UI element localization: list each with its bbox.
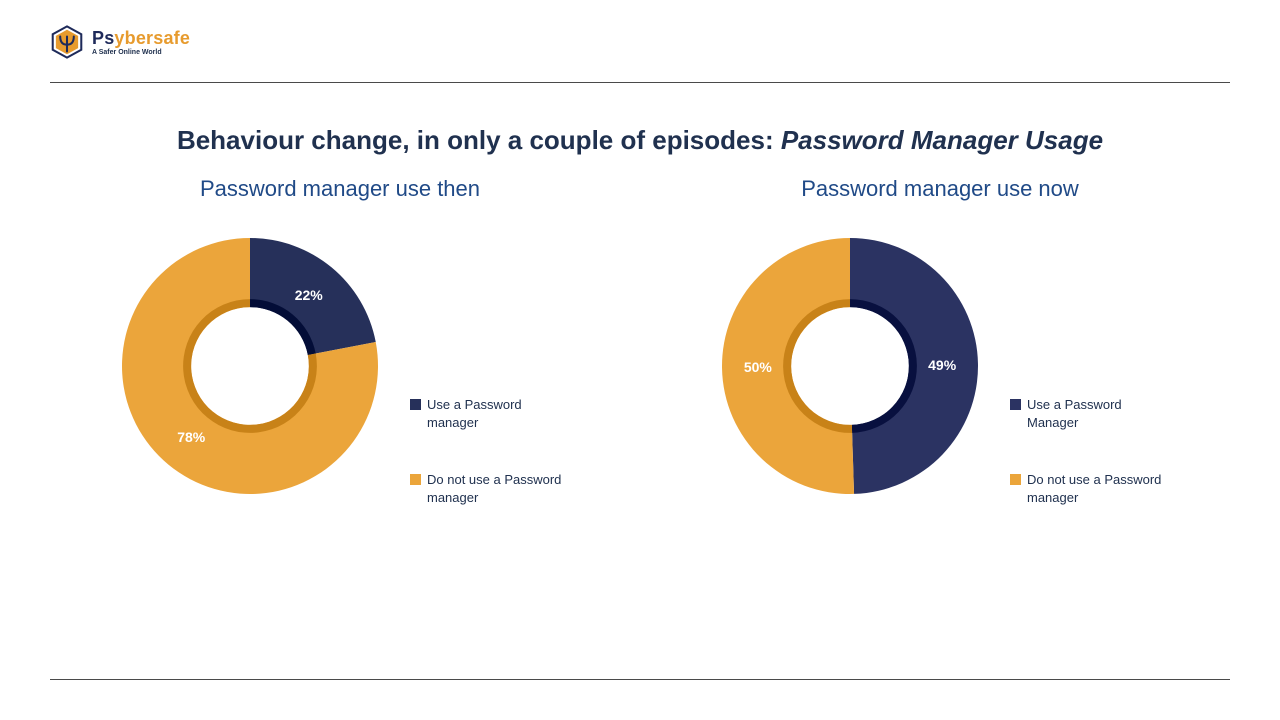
- legend-item: Use a Password Manager: [1010, 396, 1170, 431]
- legend-swatch: [410, 474, 421, 485]
- chart-title: Password manager use then: [110, 176, 570, 202]
- page: Psybersafe A Safer Online World Behaviou…: [0, 0, 1280, 720]
- page-title: Behaviour change, in only a couple of ep…: [50, 125, 1230, 156]
- legend-item: Do not use a Password manager: [410, 471, 570, 506]
- legend-swatch: [410, 399, 421, 410]
- donut: 49% 50%: [710, 226, 990, 506]
- donut-row: 49% 50% Use a Password Manager Do not use a…: [710, 226, 1170, 506]
- logo-hex-icon: [50, 25, 84, 59]
- divider-top: [50, 82, 1230, 83]
- slice-pct-label: 50%: [744, 359, 772, 375]
- chart-now: Password manager use now 49% 50% Use a Pass…: [710, 176, 1170, 506]
- charts-row: Password manager use then 22% 78% Use a Pas…: [50, 176, 1230, 506]
- slice-pct-label: 78%: [177, 429, 205, 445]
- donut-row: 22% 78% Use a Password manager Do not use a…: [110, 226, 570, 506]
- donut: 22% 78%: [110, 226, 390, 506]
- legend: Use a Password Manager Do not use a Passw…: [1010, 396, 1170, 506]
- divider-bottom: [50, 679, 1230, 680]
- legend-label: Do not use a Password manager: [1027, 471, 1170, 506]
- legend-swatch: [1010, 399, 1021, 410]
- brand-text: Psybersafe A Safer Online World: [92, 29, 190, 56]
- legend-item: Use a Password manager: [410, 396, 570, 431]
- legend-label: Use a Password manager: [427, 396, 570, 431]
- chart-then: Password manager use then 22% 78% Use a Pas…: [110, 176, 570, 506]
- title-prefix: Behaviour change, in only a couple of ep…: [177, 125, 781, 155]
- legend-label: Use a Password Manager: [1027, 396, 1170, 431]
- brand-tagline: A Safer Online World: [92, 49, 190, 56]
- chart-title: Password manager use now: [710, 176, 1170, 202]
- legend-label: Do not use a Password manager: [427, 471, 570, 506]
- slice-pct-label: 22%: [295, 287, 323, 303]
- title-emphasis: Password Manager Usage: [781, 125, 1103, 155]
- header: Psybersafe A Safer Online World: [50, 18, 1230, 66]
- brand-logo: Psybersafe A Safer Online World: [50, 25, 190, 59]
- slice-pct-label: 49%: [928, 357, 956, 373]
- brand-name: Psybersafe: [92, 29, 190, 47]
- legend-swatch: [1010, 474, 1021, 485]
- legend: Use a Password manager Do not use a Passw…: [410, 396, 570, 506]
- legend-item: Do not use a Password manager: [1010, 471, 1170, 506]
